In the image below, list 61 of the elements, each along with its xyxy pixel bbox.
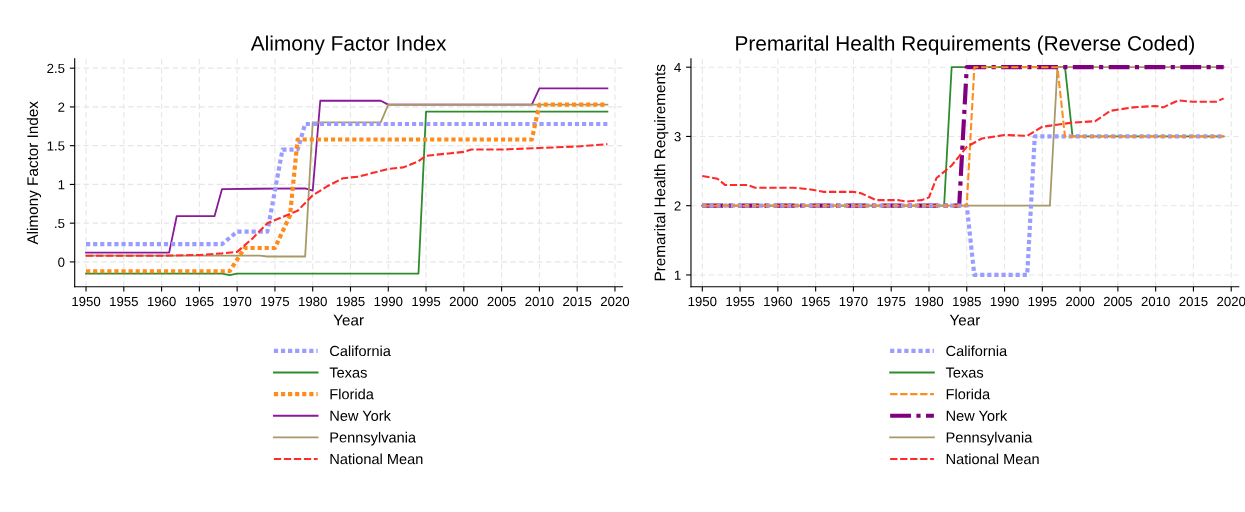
legend-label: New York bbox=[946, 410, 1008, 421]
legend-label: Texas bbox=[329, 367, 367, 378]
x-tick-label: 2010 bbox=[1141, 296, 1170, 307]
x-tick-label: 1990 bbox=[374, 296, 403, 307]
x-tick-label: 1985 bbox=[953, 296, 981, 307]
x-tick-label: 1975 bbox=[877, 296, 906, 307]
x-tick-label: 1970 bbox=[839, 296, 868, 307]
x-tick-label: 1990 bbox=[990, 296, 1019, 307]
y-tick-label: 2 bbox=[674, 201, 681, 211]
y-tick-label: 2 bbox=[58, 102, 65, 112]
x-tick-label: 1995 bbox=[1028, 296, 1057, 307]
legend-label: Pennsylvania bbox=[330, 431, 417, 446]
x-tick-label: 1965 bbox=[185, 296, 214, 307]
x-tick-label: 2005 bbox=[1103, 296, 1133, 307]
x-tick-label: 1975 bbox=[261, 296, 290, 307]
legend-label: New York bbox=[330, 410, 391, 421]
x-tick-label: 2015 bbox=[1179, 296, 1208, 307]
x-tick-label: 1985 bbox=[336, 296, 365, 307]
x-tick-label: 1955 bbox=[110, 296, 138, 307]
x-axis-title: Year bbox=[949, 314, 981, 326]
x-tick-label: 2000 bbox=[1066, 296, 1095, 307]
x-tick-label: 2015 bbox=[563, 296, 592, 307]
line-series bbox=[83, 121, 610, 247]
chart-title: Alimony Factor Index bbox=[250, 35, 447, 55]
legend-label: National Mean bbox=[330, 453, 423, 465]
legend-label: California bbox=[946, 345, 1008, 357]
x-tick-label: 1950 bbox=[688, 296, 717, 307]
y-tick-label: 0 bbox=[58, 257, 65, 267]
x-tick-label: 2000 bbox=[449, 296, 478, 307]
x-tick-label: 1950 bbox=[72, 296, 101, 307]
legend-label: Florida bbox=[946, 388, 991, 400]
y-tick-label: 4 bbox=[674, 62, 681, 72]
x-tick-label: 2005 bbox=[487, 296, 516, 307]
y-tick-label: 1.5 bbox=[47, 141, 65, 151]
x-tick-label: 2010 bbox=[525, 296, 554, 307]
y-tick-label: .5 bbox=[55, 218, 65, 229]
y-tick-label: 2.5 bbox=[47, 63, 65, 74]
legend-label: Florida bbox=[330, 388, 374, 400]
y-axis-title: Alimony Factor Index bbox=[26, 101, 42, 245]
y-tick-label: 1 bbox=[674, 270, 681, 280]
x-tick-label: 1980 bbox=[299, 296, 327, 307]
x-tick-label: 1960 bbox=[764, 296, 793, 307]
x-tick-label: 1970 bbox=[223, 296, 252, 307]
legend-label: California bbox=[330, 345, 391, 357]
y-tick-label: 3 bbox=[674, 132, 681, 142]
line-series bbox=[84, 143, 609, 257]
line-series bbox=[701, 97, 1225, 203]
x-tick-label: 1955 bbox=[726, 296, 755, 307]
x-tick-label: 1965 bbox=[801, 296, 830, 307]
chart-title: Premarital Health Requirements (Reverse Coded) bbox=[736, 35, 1195, 55]
y-axis-title: Premarital Health Requirements bbox=[654, 64, 669, 281]
x-axis-title: Year bbox=[333, 314, 364, 326]
legend-label: Pennsylvania bbox=[946, 431, 1033, 446]
x-tick-label: 2020 bbox=[1217, 296, 1245, 307]
legend-label: Texas bbox=[945, 367, 984, 378]
legend-label: National Mean bbox=[946, 453, 1039, 465]
x-tick-label: 1960 bbox=[147, 296, 176, 307]
y-tick-label: 1 bbox=[58, 180, 65, 190]
x-tick-label: 1980 bbox=[915, 296, 944, 307]
x-tick-label: 2020 bbox=[600, 296, 630, 307]
x-tick-label: 1995 bbox=[412, 296, 441, 307]
